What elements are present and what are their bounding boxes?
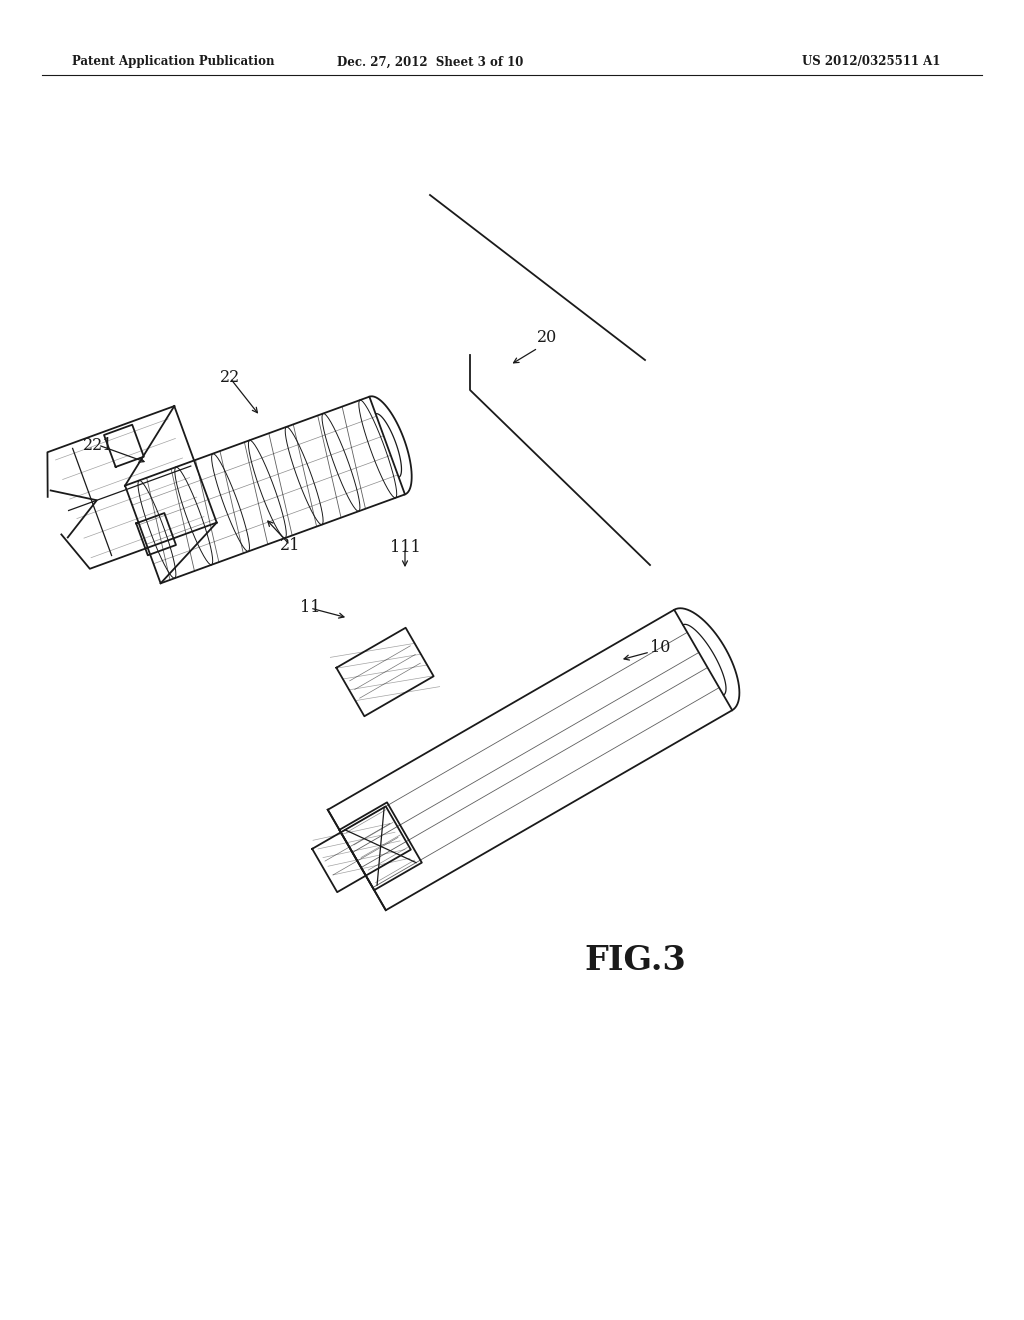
Text: 22: 22 [220, 370, 240, 387]
Text: FIG.3: FIG.3 [584, 944, 686, 977]
Text: 21: 21 [280, 536, 300, 553]
Text: 10: 10 [650, 639, 670, 656]
Text: 111: 111 [389, 540, 421, 557]
Text: Patent Application Publication: Patent Application Publication [72, 55, 274, 69]
Text: US 2012/0325511 A1: US 2012/0325511 A1 [802, 55, 940, 69]
Text: 20: 20 [537, 330, 557, 346]
Text: 221: 221 [83, 437, 114, 454]
Text: Dec. 27, 2012  Sheet 3 of 10: Dec. 27, 2012 Sheet 3 of 10 [337, 55, 523, 69]
Text: 11: 11 [300, 599, 321, 616]
